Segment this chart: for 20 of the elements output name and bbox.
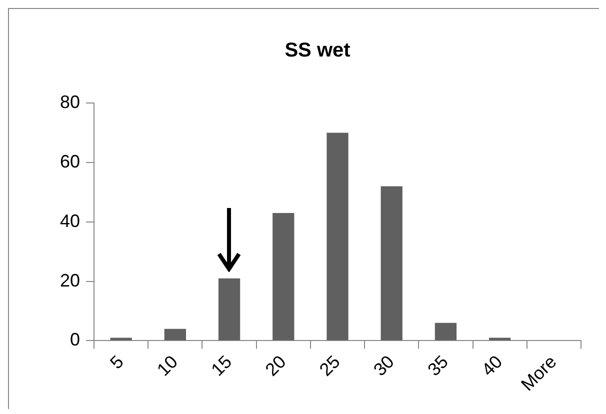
bar bbox=[272, 212, 294, 340]
x-tick-label: 25 bbox=[316, 352, 344, 380]
y-tick-label: 40 bbox=[60, 210, 80, 231]
y-tick-label: 20 bbox=[60, 270, 80, 290]
bar bbox=[434, 322, 457, 340]
x-tick-label: 5 bbox=[106, 352, 128, 373]
chart-title: SS wet bbox=[284, 40, 351, 62]
y-tick-label: 80 bbox=[60, 92, 80, 112]
bar bbox=[380, 186, 402, 340]
bar bbox=[164, 328, 186, 340]
y-tick-label: 0 bbox=[70, 330, 80, 350]
x-tick-label: 30 bbox=[370, 352, 398, 380]
bar bbox=[218, 278, 240, 340]
x-tick-label: 20 bbox=[261, 352, 290, 380]
y-tick-label: 60 bbox=[60, 151, 80, 172]
x-tick-label: 10 bbox=[153, 352, 182, 380]
bar bbox=[326, 132, 348, 340]
x-tick-label: 40 bbox=[478, 352, 506, 380]
x-tick-label: 35 bbox=[424, 352, 452, 380]
x-tick-label: 15 bbox=[207, 352, 236, 380]
